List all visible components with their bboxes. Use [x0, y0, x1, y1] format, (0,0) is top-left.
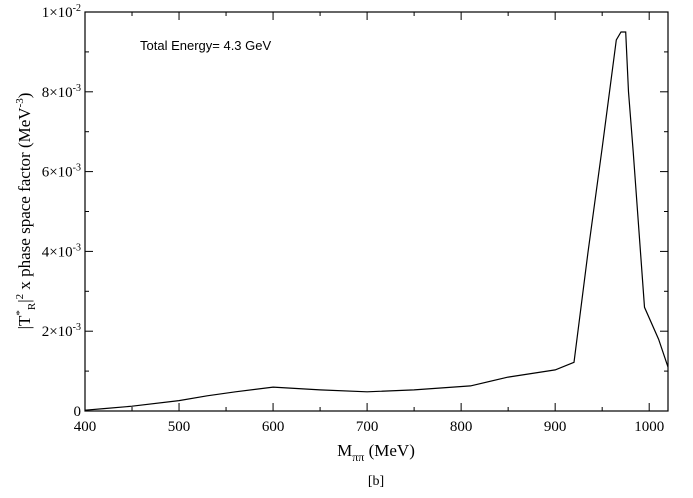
axis-ticks: [84, 11, 668, 412]
annotation-total-energy: Total Energy= 4.3 GeV: [140, 38, 271, 53]
y-tick-label: 6×10-3: [42, 163, 81, 181]
y-tick-label: 0: [74, 404, 82, 420]
x-tick-label: 600: [262, 419, 285, 435]
y-tick-label: 2×10-3: [42, 322, 81, 340]
figure-caption: [b]: [368, 474, 384, 489]
series-line: [84, 31, 669, 411]
y-tick-label: 8×10-3: [42, 83, 81, 101]
x-tick-label: 900: [544, 419, 567, 435]
y-tick-label: 4×10-3: [42, 242, 81, 260]
y-axis-label: |T*R|2 x phase space factor (MeV-3): [14, 93, 38, 330]
x-tick-label: 800: [450, 419, 473, 435]
x-tick-label: 500: [168, 419, 191, 435]
y-tick-label: 1×10-2: [42, 3, 81, 21]
plot-frame: [84, 11, 669, 412]
tick-labels: 400 500 600 700 800 900 1000 0 2×10-3 4×10-3 6×10-…: [42, 3, 665, 435]
x-tick-label: 400: [74, 419, 97, 435]
x-axis-label: Mππ (MeV): [337, 441, 415, 464]
x-tick-label: 700: [356, 419, 379, 435]
x-tick-label: 1000: [634, 419, 664, 435]
